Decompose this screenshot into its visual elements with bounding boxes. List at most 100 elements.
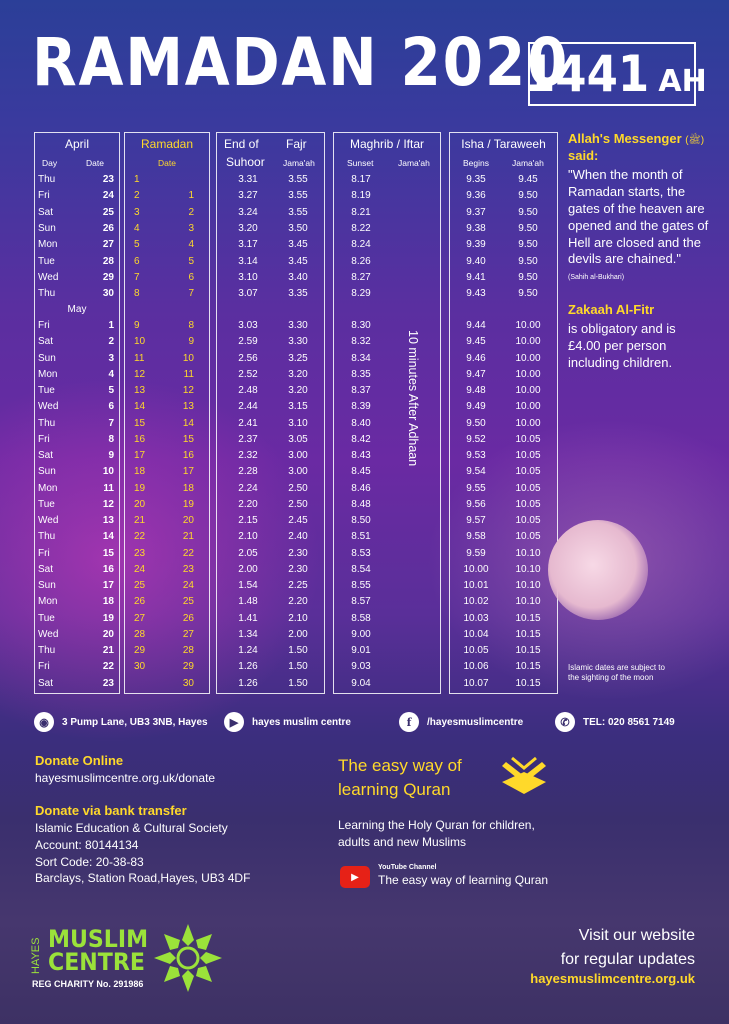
cell-suhoor: 1.41 bbox=[238, 612, 258, 624]
cell-sunset: 8.21 bbox=[351, 206, 371, 218]
cell-day: Thu bbox=[38, 288, 56, 300]
cell-date: 29 bbox=[102, 271, 114, 283]
cell-isha: 9.56 bbox=[466, 498, 486, 510]
cell-rc2: 17 bbox=[182, 466, 194, 478]
cell-rc2: 19 bbox=[182, 498, 194, 510]
cell-sunset: 8.32 bbox=[351, 336, 371, 348]
visit-website-text: Visit our website for regular updates bbox=[561, 924, 695, 972]
cell-suhoor: 2.20 bbox=[238, 498, 258, 510]
cell-date: 6 bbox=[108, 401, 114, 413]
cell-rc1: 23 bbox=[134, 547, 146, 559]
youtube-channel-name[interactable]: The easy way of learning Quran bbox=[378, 873, 549, 887]
cell-suhoor: 2.41 bbox=[238, 417, 258, 429]
cell-suhoor: 3.07 bbox=[238, 288, 258, 300]
cell-day: Tue bbox=[38, 612, 55, 624]
cell-suhoor: 3.10 bbox=[238, 271, 258, 283]
cell-rc1: 24 bbox=[134, 563, 146, 575]
quran-title-line: learning Quran bbox=[338, 779, 451, 799]
cell-sunset: 8.48 bbox=[351, 498, 371, 510]
cell-rc2: 24 bbox=[182, 580, 194, 591]
cell-day: Wed bbox=[38, 628, 59, 640]
cell-isha: 10.07 bbox=[463, 677, 489, 689]
youtube-contact[interactable]: ▶ hayes muslim centre bbox=[224, 712, 351, 732]
cell-suhoor: 1.54 bbox=[238, 580, 258, 591]
cell-day: Sun bbox=[38, 580, 56, 591]
cell-fajr: 3.55 bbox=[288, 190, 308, 202]
cell-rc1: 1 bbox=[134, 174, 140, 185]
zakaah-heading: Zakaah Al-Fitr bbox=[568, 302, 655, 317]
cell-sunset: 8.40 bbox=[351, 417, 371, 429]
cell-isha: 10.06 bbox=[463, 661, 489, 673]
donate-online-url[interactable]: hayesmuslimcentre.org.uk/donate bbox=[35, 771, 216, 785]
visit-line: Visit our website bbox=[578, 927, 695, 944]
cell-isha-j: 9.50 bbox=[518, 206, 538, 218]
cell-rc2: 9 bbox=[188, 336, 194, 348]
cell-isha: 9.58 bbox=[466, 531, 486, 543]
cell-isha-j: 10.10 bbox=[515, 547, 541, 559]
cell-suhoor: 1.26 bbox=[238, 677, 258, 689]
youtube-channel-label: YouTube Channel bbox=[378, 864, 437, 871]
cell-fajr: 3.25 bbox=[288, 352, 308, 364]
cell-date: 21 bbox=[102, 645, 114, 656]
cell-day: Sat bbox=[38, 450, 54, 461]
cell-fajr: 3.20 bbox=[288, 368, 308, 380]
quran-title: The easy way of learning Quran bbox=[338, 754, 462, 802]
isha-column-box bbox=[449, 132, 558, 694]
quran-desc-line: Learning the Holy Quran for children, bbox=[338, 818, 535, 832]
cell-day: Sun bbox=[38, 352, 56, 364]
cell-suhoor: 2.37 bbox=[238, 433, 258, 445]
phone-contact: ✆ TEL: 020 8561 7149 bbox=[555, 712, 675, 732]
cell-day: Sun bbox=[38, 222, 56, 234]
cell-isha: 9.36 bbox=[466, 190, 486, 202]
cell-isha-j: 10.00 bbox=[515, 401, 541, 413]
maghrib-jamaah-label: Jama'ah bbox=[398, 158, 430, 168]
cell-date: 20 bbox=[102, 628, 114, 640]
cell-rc1: 13 bbox=[134, 385, 146, 396]
cell-isha-j: 9.50 bbox=[518, 255, 538, 267]
location-pin-icon: ◉ bbox=[34, 712, 54, 732]
cell-rc1: 17 bbox=[134, 450, 146, 461]
cell-isha-j: 10.05 bbox=[515, 498, 541, 510]
cell-sunset: 8.45 bbox=[351, 466, 371, 478]
website-url[interactable]: hayesmuslimcentre.org.uk bbox=[530, 971, 695, 986]
cell-isha-j: 10.05 bbox=[515, 482, 541, 494]
cell-isha: 9.57 bbox=[466, 515, 486, 526]
bank-line: Sort Code: 20-38-83 bbox=[35, 854, 144, 869]
quran-description: Learning the Holy Quran for children, ad… bbox=[338, 817, 535, 851]
cell-isha-j: 9.45 bbox=[518, 174, 538, 185]
cell-date: 30 bbox=[102, 288, 114, 300]
cell-isha: 9.50 bbox=[466, 417, 486, 429]
cell-rc1: 29 bbox=[134, 645, 146, 656]
cell-sunset: 8.39 bbox=[351, 401, 371, 413]
cell-sunset: 9.03 bbox=[351, 661, 371, 673]
cell-isha-j: 10.00 bbox=[515, 320, 541, 331]
cell-rc1: 10 bbox=[134, 336, 146, 348]
cell-date: 5 bbox=[108, 385, 114, 396]
cell-rc1: 28 bbox=[134, 628, 146, 640]
facebook-contact[interactable]: f /hayesmuslimcentre bbox=[399, 712, 523, 732]
cell-isha: 9.35 bbox=[466, 174, 486, 185]
cell-rc1: 21 bbox=[134, 515, 146, 526]
play-icon: ▶ bbox=[224, 712, 244, 732]
cell-isha-j: 10.15 bbox=[515, 661, 541, 673]
cell-isha-j: 10.00 bbox=[515, 385, 541, 396]
cell-isha-j: 10.15 bbox=[515, 677, 541, 689]
cell-rc1: 12 bbox=[134, 368, 146, 380]
cell-suhoor: 2.48 bbox=[238, 385, 258, 396]
cell-date: 11 bbox=[103, 482, 114, 494]
cell-sunset: 9.01 bbox=[351, 645, 371, 656]
youtube-logo-icon[interactable]: ▶ bbox=[340, 866, 370, 888]
cell-fajr: 3.45 bbox=[288, 255, 308, 267]
cell-fajr: 3.45 bbox=[288, 239, 308, 251]
cell-fajr: 3.10 bbox=[288, 417, 308, 429]
cell-sunset: 8.19 bbox=[351, 190, 371, 202]
cell-rc2: 12 bbox=[182, 385, 194, 396]
cell-fajr: 2.45 bbox=[288, 515, 308, 526]
cell-date: 3 bbox=[108, 352, 114, 364]
cell-date: 4 bbox=[108, 368, 114, 380]
cell-fajr: 2.10 bbox=[288, 612, 308, 624]
cell-isha-j: 10.10 bbox=[515, 580, 541, 591]
cell-date: 15 bbox=[102, 547, 114, 559]
visit-line: for regular updates bbox=[560, 951, 695, 968]
cell-day: Fri bbox=[38, 320, 50, 331]
